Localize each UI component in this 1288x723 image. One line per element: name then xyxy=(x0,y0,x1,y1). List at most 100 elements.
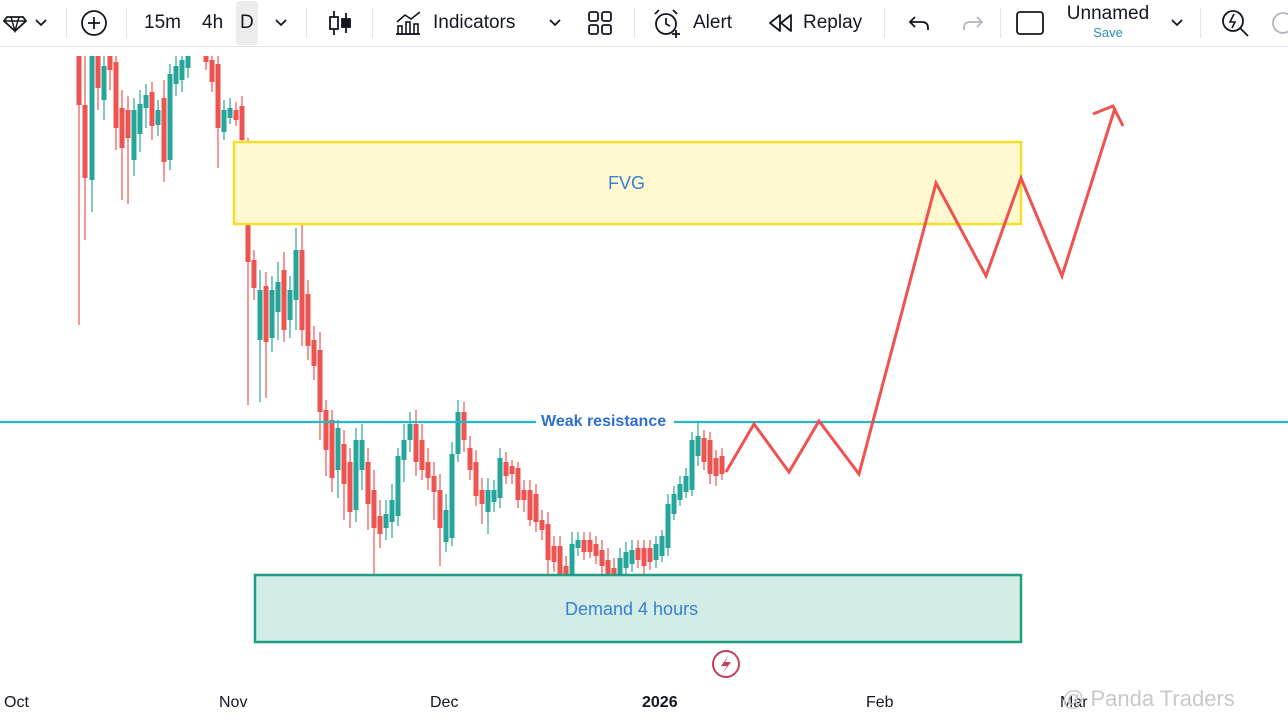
toolbar-divider xyxy=(66,8,67,38)
candle-body xyxy=(527,490,533,520)
candle-body xyxy=(203,56,209,62)
search-flash-icon xyxy=(1220,8,1250,38)
interval-d-button[interactable]: D xyxy=(236,1,258,45)
candle-body xyxy=(95,56,101,88)
candle-body xyxy=(557,546,563,592)
candle-body xyxy=(509,466,515,474)
candle-body xyxy=(521,490,527,500)
candle-body xyxy=(305,294,311,346)
candle-body xyxy=(533,494,539,522)
candle-body xyxy=(455,412,461,454)
candle-body xyxy=(179,60,185,80)
candle-body xyxy=(395,456,401,516)
watermark: @ Panda Traders xyxy=(1062,686,1235,711)
candle-body xyxy=(257,290,263,340)
grid-icon xyxy=(587,10,613,36)
candle-body xyxy=(275,282,281,312)
candle-body xyxy=(293,250,299,300)
candle-body xyxy=(113,62,119,128)
candle-body xyxy=(82,105,88,178)
candle-body xyxy=(215,64,221,128)
alert-button[interactable]: Alert xyxy=(652,0,732,46)
candle-body xyxy=(623,552,629,568)
templates-button[interactable] xyxy=(587,0,613,46)
candle-body xyxy=(299,250,305,330)
candle-body xyxy=(581,540,587,552)
candle-body xyxy=(89,56,95,180)
candle-body xyxy=(575,540,581,548)
redo-icon xyxy=(961,13,985,33)
compare-symbol-button[interactable] xyxy=(80,0,108,46)
price-chart[interactable] xyxy=(0,47,1288,723)
fvg-label: FVG xyxy=(608,173,646,193)
candle-body xyxy=(383,514,389,528)
candle-body xyxy=(143,95,149,108)
candle-body xyxy=(233,110,239,120)
candle-body xyxy=(101,66,107,100)
candle-body xyxy=(635,548,641,560)
top-toolbar: 15m 4h D Indicators Alert xyxy=(0,0,1288,47)
candle-body xyxy=(689,440,695,490)
undo-icon xyxy=(907,13,931,33)
save-link[interactable]: Save xyxy=(1093,25,1123,40)
x-axis-label-feb: Feb xyxy=(866,694,894,711)
interval-15m-button[interactable]: 15m xyxy=(144,12,181,33)
x-axis-label-nov: Nov xyxy=(219,694,248,711)
candle-body xyxy=(605,560,611,578)
candle-body xyxy=(407,424,413,440)
demand-label: Demand 4 hours xyxy=(565,599,699,619)
interval-4h-button[interactable]: 4h xyxy=(202,12,224,33)
fvg-zone[interactable] xyxy=(232,140,1023,226)
candle-body xyxy=(329,420,335,478)
candle-body xyxy=(365,462,371,504)
symbol-menu-button[interactable] xyxy=(2,0,48,46)
layout-checkbox[interactable] xyxy=(1015,0,1045,46)
candle-body xyxy=(281,270,287,330)
candle-body xyxy=(227,108,233,118)
candle-body xyxy=(707,440,713,474)
toolbar-divider xyxy=(372,8,373,38)
indicators-button[interactable]: Indicators xyxy=(394,0,515,46)
candle-body xyxy=(683,476,689,492)
projection-path[interactable] xyxy=(724,107,1117,478)
candle-body xyxy=(431,476,437,492)
candle-body xyxy=(401,440,407,460)
candle-body xyxy=(653,544,659,560)
demand-zone[interactable] xyxy=(253,573,1023,644)
candle-body xyxy=(551,546,557,562)
chevron-down-icon xyxy=(1170,18,1184,28)
x-axis-label-mar: Mar xyxy=(1060,694,1088,711)
lightning-icon[interactable] xyxy=(712,650,740,678)
candle-body xyxy=(701,438,707,462)
candle-body xyxy=(647,548,653,562)
layout-dropdown-button[interactable] xyxy=(1170,0,1184,46)
arrow-head-icon xyxy=(1092,104,1125,127)
candle-body xyxy=(107,56,113,70)
candle-body xyxy=(695,436,701,456)
candle-body xyxy=(137,104,143,134)
quick-search-button[interactable] xyxy=(1220,0,1250,46)
candle-body xyxy=(641,548,647,566)
candle-body xyxy=(515,468,521,500)
candle-body xyxy=(149,92,155,126)
settings-button[interactable] xyxy=(1268,0,1288,46)
layout-name: Unnamed xyxy=(1066,3,1150,24)
interval-dropdown-button[interactable] xyxy=(274,0,288,46)
layout-name-block[interactable]: Unnamed Save xyxy=(1062,3,1154,40)
weak-resistance-label: Weak resistance xyxy=(541,413,667,430)
candle-body xyxy=(503,462,509,476)
replay-button[interactable]: Replay xyxy=(767,0,862,46)
redo-button[interactable] xyxy=(961,0,985,46)
candle-body xyxy=(467,448,473,470)
candle-body xyxy=(131,110,137,160)
candle-body xyxy=(497,458,503,498)
chart-type-button[interactable] xyxy=(327,0,353,46)
candle-body xyxy=(377,516,383,534)
candle-body xyxy=(479,490,485,504)
alarm-clock-icon xyxy=(652,8,682,38)
candle-body xyxy=(311,340,317,366)
candle-body xyxy=(125,110,131,138)
x-axis-label-2026: 2026 xyxy=(642,694,678,711)
undo-button[interactable] xyxy=(907,0,931,46)
indicators-dropdown-button[interactable] xyxy=(548,0,562,46)
